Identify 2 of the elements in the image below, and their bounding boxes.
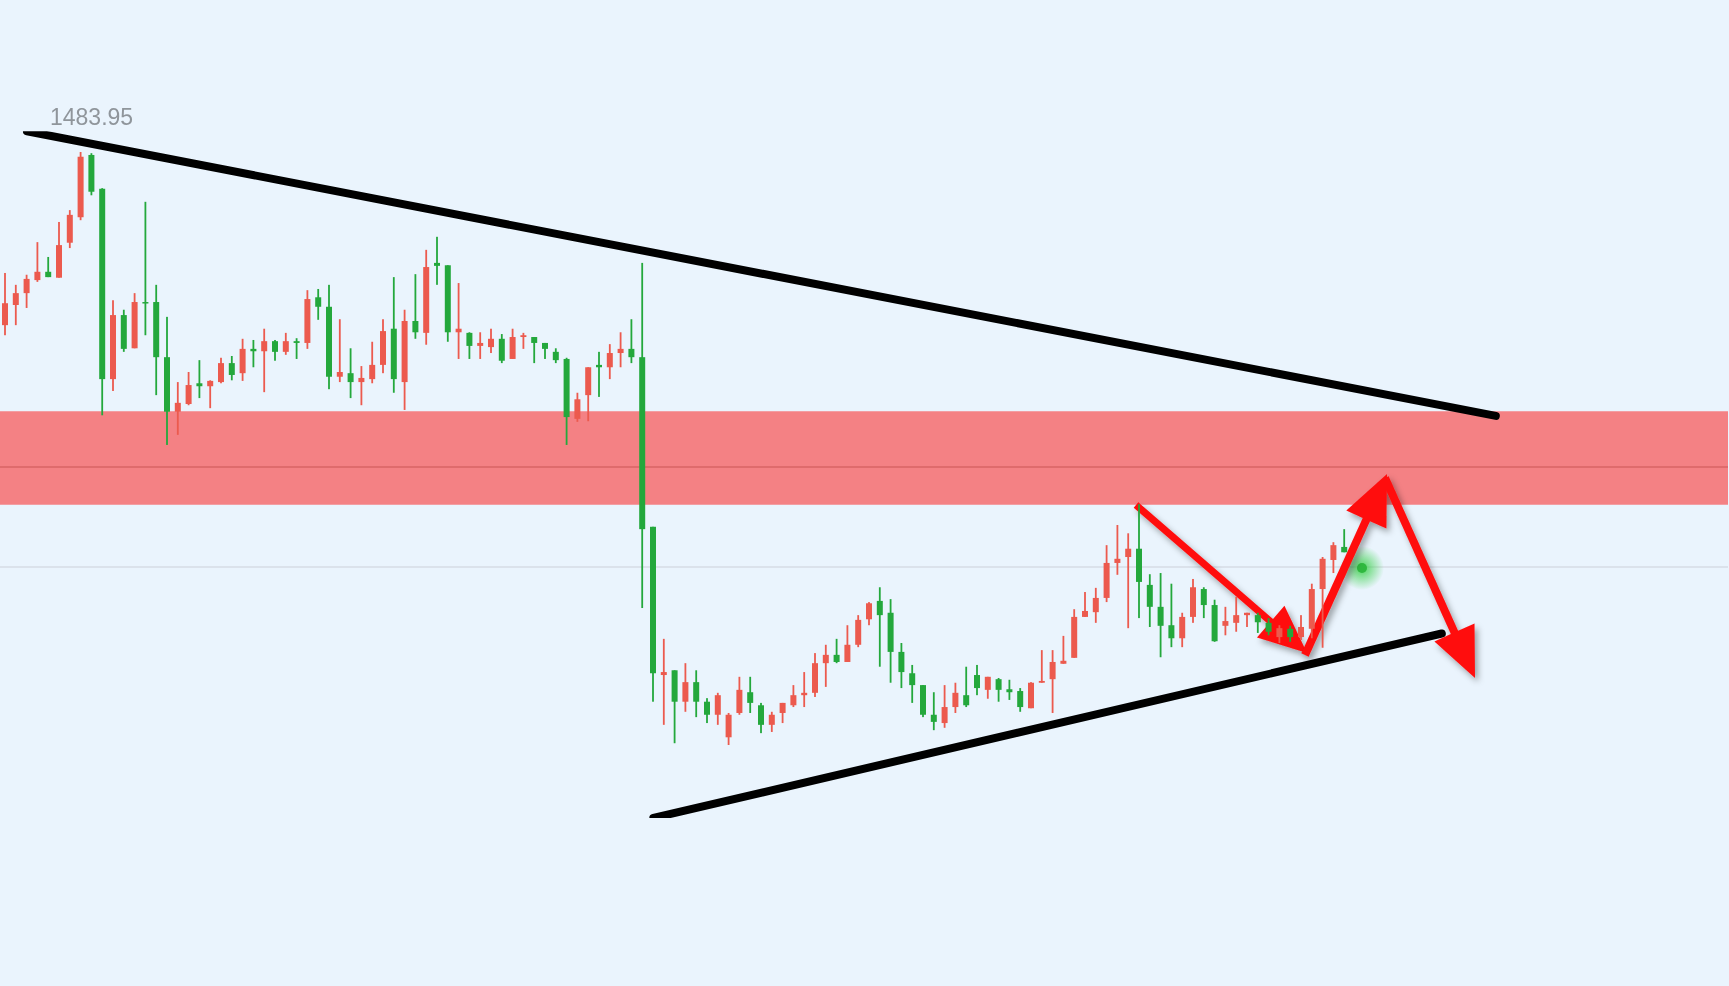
text: 1483.95 (50, 104, 134, 131)
candlestick (1028, 682, 1034, 709)
